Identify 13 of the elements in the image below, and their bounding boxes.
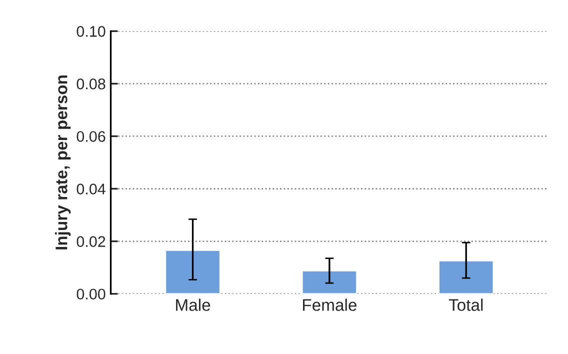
y-axis-title: Injury rate, per person [55,76,71,250]
bar [438,260,494,294]
y-tick-label: 0.10 [76,26,106,37]
x-tick-label: Total [448,298,483,311]
y-tick-label: 0.02 [76,236,106,247]
y-tick-label: 0.08 [76,78,106,90]
x-tick-label: Male [176,298,210,311]
y-tick-label: 0.04 [76,184,106,194]
x-tick-label: Female [303,298,356,311]
bar [301,270,358,294]
bar [164,250,221,294]
y-tick-label: 0.06 [76,131,106,142]
y-tick-label: 0.00 [76,288,106,300]
